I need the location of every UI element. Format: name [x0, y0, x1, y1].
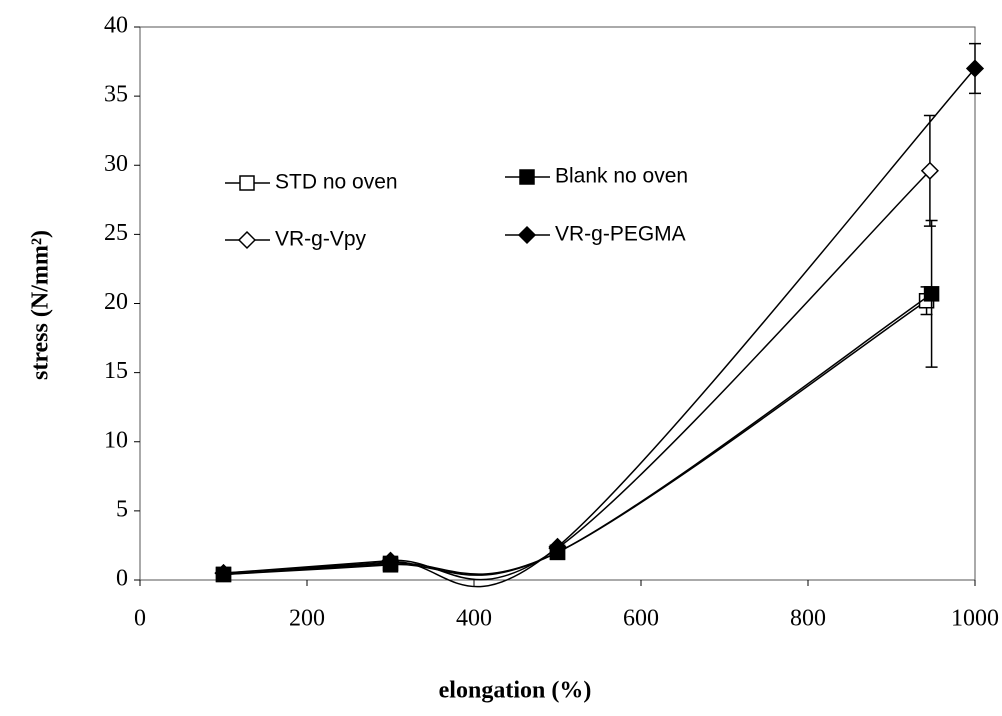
legend-label: VR-g-PEGMA: [555, 223, 686, 246]
x-tick-label: 600: [623, 606, 659, 632]
plot-frame: [139, 26, 976, 581]
legend-marker: [239, 175, 255, 191]
x-tick-label: 1000: [951, 606, 999, 632]
legend-label: VR-g-Vpy: [275, 228, 367, 251]
x-tick-label: 800: [790, 606, 826, 632]
data-point: [965, 59, 985, 78]
legend-marker: [519, 169, 535, 185]
x-tick-label: 0: [134, 606, 146, 632]
y-tick-label: 25: [104, 220, 128, 246]
y-tick-label: 10: [104, 427, 128, 453]
legend-marker: [237, 230, 257, 250]
y-tick-label: 40: [104, 13, 128, 39]
series-line: [223, 293, 933, 576]
data-point: [381, 552, 400, 572]
data-point: [214, 564, 233, 583]
y-tick-label: 5: [116, 496, 128, 522]
y-tick-label: 30: [104, 151, 128, 177]
data-point: [923, 286, 940, 302]
legend-marker: [517, 225, 537, 245]
x-tick-label: 200: [289, 606, 325, 632]
data-point: [548, 537, 567, 556]
x-tick-label: 400: [456, 606, 492, 632]
y-tick-label: 0: [116, 566, 128, 592]
legend-label: Blank no oven: [555, 165, 688, 188]
y-tick-label: 35: [104, 82, 128, 108]
x-axis-label: elongation (%): [439, 678, 592, 704]
y-axis-label: stress (N/mm²): [28, 230, 54, 380]
series-line: [223, 300, 927, 576]
series-line: [223, 170, 931, 581]
series-line: [223, 67, 976, 588]
data-point: [920, 161, 939, 180]
y-tick-label: 15: [104, 358, 128, 384]
y-tick-label: 20: [104, 289, 128, 315]
legend-label: STD no oven: [275, 171, 398, 194]
